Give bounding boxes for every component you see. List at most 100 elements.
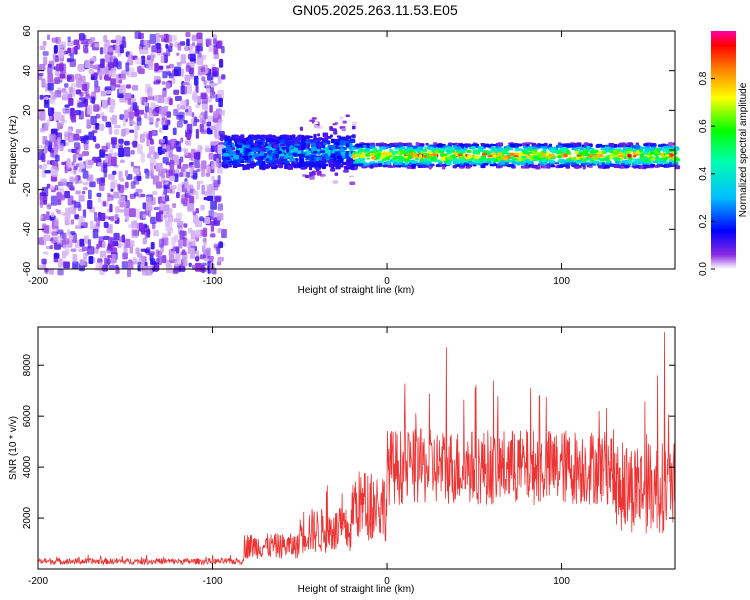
- spectrogram-cell: [102, 115, 108, 122]
- spectrogram-cell: [495, 165, 502, 169]
- spectrogram-cell: [133, 192, 139, 197]
- spectrogram-cell: [106, 47, 114, 53]
- spectrogram-cell: [43, 234, 51, 242]
- spectrogram-cell: [372, 147, 377, 152]
- spectrogram-cell: [55, 63, 63, 72]
- spectrogram-cell: [79, 259, 86, 266]
- spectrogram-cell: [557, 142, 562, 145]
- spectrogram-cell: [135, 57, 142, 65]
- spectrogram-cell: [341, 128, 346, 132]
- spectrogram-cell: [66, 76, 72, 80]
- spectrogram-cell: [172, 127, 177, 136]
- spectrogram-cell: [46, 119, 50, 127]
- spectrogram-cell: [114, 44, 120, 54]
- spectrogram-cell: [38, 63, 46, 71]
- snr-y-ticks: 2000 4000 6000 8000: [22, 354, 675, 529]
- spectrogram-cell: [474, 155, 480, 160]
- spectrogram-cell: [94, 86, 101, 93]
- colorbar-tick-label: 0.4: [698, 166, 709, 180]
- spectrogram-cell: [340, 153, 347, 157]
- spectrogram-cell: [609, 153, 614, 157]
- spectrogram-cell: [180, 54, 186, 64]
- spectrogram-cell: [198, 114, 203, 119]
- spectrogram-cell: [429, 163, 435, 167]
- spectrogram-cell: [471, 146, 476, 149]
- spectrogram-cell: [474, 160, 480, 164]
- spectrogram-cell: [188, 50, 196, 55]
- spectrogram-cell: [487, 144, 492, 148]
- spectrogram-cell: [116, 36, 123, 41]
- spectrogram-cell: [75, 153, 79, 159]
- spectrogram-cell: [619, 157, 624, 161]
- spectrogram-cell: [74, 225, 82, 229]
- spectrogram-cell: [79, 136, 85, 142]
- colorbar-tick-label: 0.6: [698, 119, 709, 133]
- spectrogram-cell: [134, 109, 140, 116]
- spectrogram-cell: [422, 152, 429, 156]
- spectrogram-cell: [297, 163, 303, 168]
- spectrogram-cell: [605, 146, 610, 150]
- spectrogram-cell: [491, 152, 496, 156]
- spectrogram-cell: [135, 208, 140, 219]
- spectrogram-cell: [395, 162, 402, 166]
- spectrogram-cell: [185, 239, 192, 248]
- spectrogram-cell: [50, 195, 58, 206]
- spectrogram-cell: [643, 156, 648, 159]
- spectrogram-cell: [45, 96, 49, 101]
- spectrogram-cell: [195, 104, 201, 108]
- spectrogram-cell: [173, 89, 180, 95]
- spectrogram-cell: [100, 90, 107, 97]
- spectrogram-cell: [649, 151, 654, 155]
- spectrogram-cell: [132, 256, 137, 265]
- spectrogram-cell: [582, 165, 586, 170]
- spectrogram-cell: [39, 45, 46, 51]
- spectrogram-cell: [204, 145, 210, 153]
- spectrogram-cell: [103, 44, 107, 55]
- spectrogram-cell: [287, 165, 294, 170]
- spectrogram-cell: [119, 191, 124, 197]
- spectrogram-cell: [196, 180, 201, 191]
- spectrogram-cell: [204, 110, 208, 120]
- spectrogram-cell: [408, 142, 412, 147]
- spectrogram-cell: [123, 246, 128, 255]
- spectrogram-cell: [87, 160, 94, 165]
- spectrogram-cell: [330, 153, 336, 158]
- spectrogram-cell: [46, 34, 51, 40]
- spectrogram-cell: [114, 213, 119, 220]
- spectrogram-cell: [335, 141, 340, 146]
- spectrogram-cell: [125, 84, 131, 89]
- spectrogram-cell: [119, 243, 126, 247]
- spectrogram-cell: [180, 100, 187, 105]
- spectrogram-cell: [199, 254, 206, 260]
- spectrogram-cell: [613, 154, 619, 158]
- spectrogram-cell: [563, 147, 569, 151]
- spectrogram-cell: [451, 159, 456, 162]
- spectrogram-cell: [83, 34, 87, 41]
- spectrogram-cell: [77, 102, 84, 108]
- spectrogram-cell: [292, 138, 296, 142]
- spectrogram-cell: [184, 74, 191, 82]
- spectrogram-cell: [219, 109, 225, 116]
- spectrogram-cell: [520, 165, 526, 169]
- spectrogram-cell: [111, 156, 117, 167]
- spectrogram-cell: [168, 251, 175, 261]
- spectrogram-x-ticks: -200 -100 0 100: [28, 31, 570, 287]
- spectrogram-cell: [180, 166, 185, 173]
- spectrogram-cell: [558, 164, 564, 168]
- spectrogram-cell: [110, 78, 116, 86]
- spectrogram-cell: [289, 157, 295, 163]
- spectrogram-cell: [82, 151, 90, 156]
- spectrogram-cell: [388, 155, 393, 158]
- spectrogram-cell: [377, 163, 383, 167]
- spectrogram-cell: [234, 135, 240, 139]
- spectrogram-cell: [41, 78, 46, 88]
- spectrogram-cell: [222, 153, 229, 157]
- spectrogram-cell: [152, 190, 158, 196]
- spectrogram-cell: [83, 143, 89, 151]
- spectrogram-cell: [62, 250, 67, 259]
- spectrogram-cell: [42, 41, 47, 46]
- spectrogram-cell: [267, 145, 271, 149]
- spectrogram-cell: [433, 142, 438, 145]
- spectrogram-cell: [155, 79, 162, 83]
- spectrogram-cell: [135, 188, 143, 193]
